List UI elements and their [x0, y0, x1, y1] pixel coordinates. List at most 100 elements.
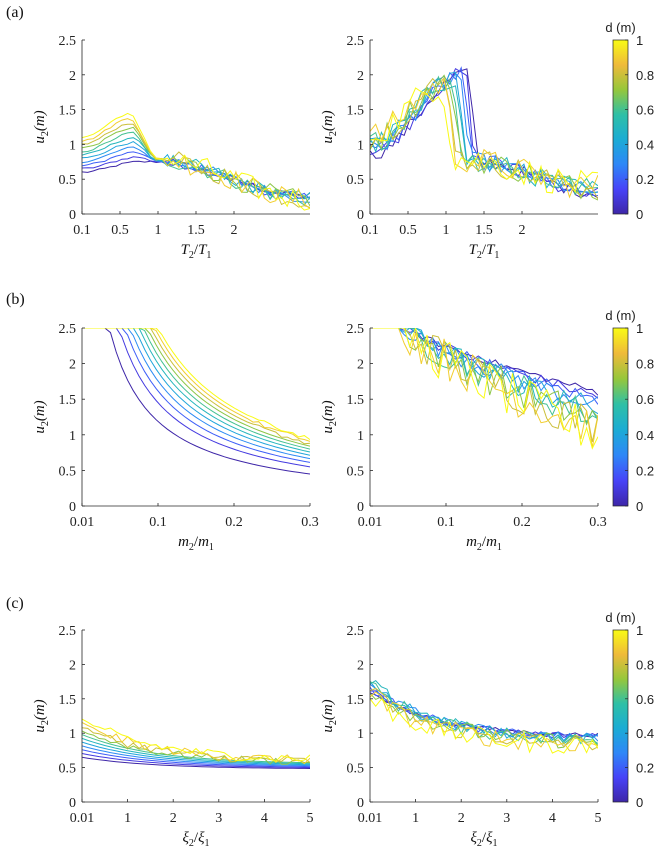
series-line — [82, 146, 310, 203]
series-line — [82, 112, 310, 211]
y-tick-label: 0 — [69, 208, 76, 223]
colorbar-tick-label: 0.2 — [636, 172, 654, 187]
y-tick-label: 0.5 — [347, 762, 365, 777]
y-axis-label: u2(m) — [32, 699, 51, 732]
series-line — [370, 328, 598, 443]
series-line — [82, 118, 310, 210]
series-line — [82, 328, 310, 468]
x-tick-label: 1 — [124, 811, 131, 826]
chart-b-right: 0 0.5 1 1.5 2 2.5 0.01 0.1 0.2 0.3 m2/m1 u2(m) — [320, 322, 607, 553]
colorbar-tick-label: 0.4 — [636, 726, 654, 741]
colorbar-title: d (m) — [605, 308, 635, 323]
y-tick-label: 0.5 — [347, 173, 365, 188]
colorbar-tick-label: 0.8 — [636, 357, 654, 372]
series-line — [82, 718, 310, 762]
y-tick-label: 2 — [357, 69, 364, 84]
colorbar-gradient — [612, 327, 629, 507]
series-line — [82, 137, 310, 201]
panel-label-a: (a) — [6, 4, 24, 21]
series-line — [370, 680, 598, 742]
x-tick-label: 0.2 — [513, 515, 531, 530]
y-tick-label: 2 — [69, 658, 76, 673]
panel-label-c: (c) — [6, 595, 24, 612]
colorbar-tick-label: 0.8 — [636, 657, 654, 672]
series-line — [370, 693, 598, 749]
y-tick-label: 2.5 — [347, 624, 365, 639]
series-line — [82, 328, 310, 475]
colorbar-tick-label: 1 — [636, 321, 643, 336]
colorbar-title: d (m) — [605, 20, 635, 35]
colorbar-b: d (m) 0 0.2 0.4 0.6 0.8 1 — [605, 308, 654, 514]
series-line — [370, 687, 598, 751]
x-tick-label: 1.5 — [187, 223, 205, 238]
y-tick-label: 1 — [69, 429, 76, 444]
y-axis-label: u2(m) — [320, 699, 339, 732]
x-tick-label: 3 — [503, 811, 510, 826]
x-tick-label: 0.3 — [301, 515, 319, 530]
x-axis-label: ξ2/ξ1 — [470, 830, 497, 849]
y-tick-label: 1 — [357, 138, 364, 153]
x-tick-label: 4 — [549, 811, 556, 826]
colorbar-tick-label: 0 — [636, 499, 643, 514]
x-tick-label: 4 — [261, 811, 268, 826]
colorbar-tick-label: 0.6 — [636, 392, 654, 407]
colorbar-tick-label: 0.6 — [636, 692, 654, 707]
y-tick-label: 1 — [357, 727, 364, 742]
x-tick-label: 1 — [443, 223, 450, 238]
colorbar-tick-label: 1 — [636, 33, 643, 48]
x-tick-label: 1 — [412, 811, 419, 826]
y-tick-label: 2 — [69, 69, 76, 84]
colorbar-tick-label: 0.8 — [636, 68, 654, 83]
series-line — [82, 328, 310, 445]
series-line — [82, 131, 310, 206]
y-tick-label: 0 — [357, 796, 364, 811]
series-line — [82, 126, 310, 207]
x-tick-label: 3 — [215, 811, 222, 826]
series-line — [82, 328, 310, 447]
colorbar-tick-label: 0.4 — [636, 137, 654, 152]
y-tick-label: 0.5 — [59, 762, 77, 777]
y-tick-label: 0.5 — [59, 464, 77, 479]
colorbar-tick-label: 0.2 — [636, 463, 654, 478]
series-line — [370, 686, 598, 739]
series-line — [82, 721, 310, 765]
series-line — [82, 328, 310, 456]
x-tick-label: 0.2 — [225, 515, 243, 530]
y-tick-label: 0 — [357, 208, 364, 223]
series-group — [82, 112, 310, 211]
y-tick-label: 2 — [357, 658, 364, 673]
series-line — [370, 77, 598, 199]
series-line — [370, 77, 598, 200]
y-tick-label: 0 — [357, 500, 364, 515]
colorbar-tick-label: 0.2 — [636, 761, 654, 776]
series-line — [370, 328, 598, 448]
x-tick-label: 0.1 — [73, 223, 91, 238]
colorbar-tick-label: 0 — [636, 795, 643, 810]
y-tick-label: 1.5 — [347, 104, 365, 119]
series-line — [370, 691, 598, 752]
series-line — [370, 87, 598, 194]
x-tick-label: 0.01 — [70, 811, 95, 826]
y-axis-label: u2(m) — [32, 400, 51, 433]
y-tick-label: 1.5 — [347, 393, 365, 408]
y-tick-label: 2.5 — [347, 322, 365, 337]
x-tick-label: 0.5 — [399, 223, 417, 238]
series-group — [370, 66, 598, 201]
series-line — [82, 328, 310, 441]
y-axis-label: u2(m) — [320, 110, 339, 143]
y-tick-label: 1 — [69, 138, 76, 153]
y-axis-label: u2(m) — [32, 110, 51, 143]
series-line — [82, 328, 310, 463]
y-tick-label: 2.5 — [347, 34, 365, 49]
x-axis-label: T2/T1 — [469, 242, 500, 261]
series-line — [370, 698, 598, 754]
series-line — [370, 72, 598, 194]
x-axis-label: ξ2/ξ1 — [182, 830, 209, 849]
y-tick-label: 1 — [357, 429, 364, 444]
y-tick-label: 1.5 — [59, 104, 77, 119]
y-tick-label: 0.5 — [347, 464, 365, 479]
series-line — [82, 756, 310, 769]
series-line — [370, 71, 598, 194]
x-tick-label: 5 — [595, 811, 602, 826]
series-line — [370, 681, 598, 744]
